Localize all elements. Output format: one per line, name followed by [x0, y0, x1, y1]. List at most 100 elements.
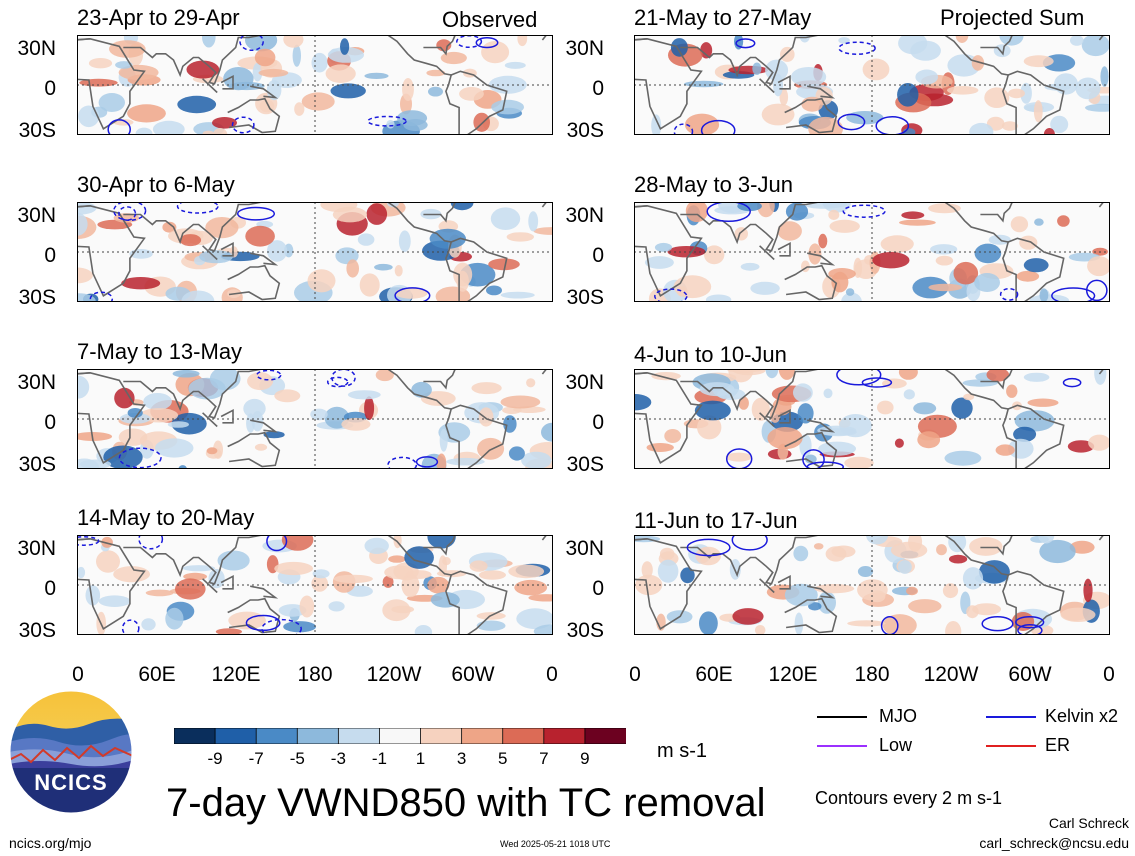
colorbar-swatch: [420, 727, 463, 745]
colorbar-tick-label: -9: [207, 749, 223, 768]
map-panel-6: [634, 202, 1110, 302]
ytick-30s-r3-right: 30S: [566, 453, 604, 476]
ytick-30n-r3-right: 30N: [565, 371, 604, 394]
xtick-120w-left: 120W: [366, 663, 422, 686]
xtick-0-left: 0: [72, 663, 84, 686]
xtick-360-right: 0: [1103, 663, 1115, 686]
colorbar-swatch: [173, 727, 216, 745]
colorbar-swatch: [379, 727, 422, 745]
map-frame: [634, 369, 1110, 469]
map-frame: [77, 369, 553, 469]
legend-mjo-line: [817, 716, 867, 718]
ytick-30n-r1-right: 30N: [565, 37, 604, 60]
ytick-eq-r3-right: 0: [592, 411, 604, 434]
map-frame: [77, 35, 553, 135]
footer-author: Carl Schreck: [1048, 815, 1129, 831]
colorbar: [173, 727, 627, 745]
colorbar-swatch: [214, 727, 258, 745]
legend-mjo-label: MJO: [879, 706, 917, 726]
observed-label: Observed: [442, 7, 538, 32]
map-graphic: [77, 35, 553, 135]
map-frame: [634, 202, 1110, 302]
colorbar-tick-label: 9: [580, 749, 590, 768]
ncics-logo-graphic: [9, 690, 133, 814]
map-frame: [634, 535, 1110, 635]
panel-title-2: 30-Apr to 6-May: [77, 172, 235, 197]
legend: MJO Kelvin x2 Low ER: [815, 706, 1135, 766]
colorbar-swatches: [173, 727, 627, 745]
map-panel-4: [77, 535, 553, 635]
map-graphic: [634, 35, 1110, 135]
ytick-30n-r2: 30N: [17, 204, 56, 227]
colorbar-swatch: [337, 727, 381, 745]
ytick-eq-r2-right: 0: [592, 244, 604, 267]
colorbar-tick-label: 5: [497, 749, 508, 768]
map-graphic: [634, 369, 1110, 469]
xtick-120e-left: 120E: [211, 663, 261, 686]
xtick-60w-left: 60W: [451, 663, 495, 686]
xtick-180-right: 180: [854, 663, 890, 686]
map-panel-8: [634, 535, 1110, 635]
legend-er-label: ER: [1045, 735, 1071, 755]
map-panel-1: [77, 35, 553, 135]
ytick-eq-r3: 0: [44, 411, 56, 434]
ytick-eq-r1: 0: [44, 77, 56, 100]
map-graphic: [77, 535, 553, 635]
panel-title-5: 21-May to 27-May: [634, 5, 812, 30]
colorbar-swatch: [255, 727, 299, 745]
panel-title-1: 23-Apr to 29-Apr: [77, 5, 240, 30]
ytick-eq-r2: 0: [44, 244, 56, 267]
map-panel-5: [634, 35, 1110, 135]
colorbar-tick-label: 7: [539, 749, 549, 768]
ytick-30n-r4: 30N: [17, 537, 56, 560]
footer-email[interactable]: carl_schreck@ncsu.edu: [979, 835, 1129, 851]
panel-title-7: 4-Jun to 10-Jun: [634, 342, 787, 367]
colorbar-swatch: [461, 727, 504, 745]
ytick-eq-r4: 0: [44, 577, 56, 600]
footer-url[interactable]: ncics.org/mjo: [9, 835, 92, 851]
ytick-30n-r3: 30N: [17, 371, 56, 394]
map-panel-3: [77, 369, 553, 469]
xtick-60e-right: 60E: [695, 663, 733, 686]
panel-title-8: 11-Jun to 17-Jun: [634, 508, 798, 533]
legend-low-line: [817, 745, 867, 747]
map-frame: [77, 535, 553, 635]
map-frame: [634, 35, 1110, 135]
ytick-eq-r1-right: 0: [592, 77, 604, 100]
legend-kelvin-label: Kelvin x2: [1045, 706, 1119, 726]
colorbar-tick-label: 1: [415, 749, 426, 768]
legend-kelvin-line: [986, 716, 1036, 718]
map-panel-2: [77, 202, 553, 302]
legend-low-label: Low: [879, 735, 913, 755]
colorbar-units: m s-1: [657, 740, 707, 762]
map-graphic: [77, 202, 553, 302]
ytick-30n-r1: 30N: [17, 37, 56, 60]
ytick-30n-r4-right: 30N: [565, 537, 604, 560]
colorbar-tick-label: -1: [371, 749, 388, 768]
colorbar-swatch: [584, 727, 627, 745]
colorbar-tick-label: -5: [289, 749, 305, 768]
map-frame: [77, 202, 553, 302]
xtick-60e-left: 60E: [138, 663, 176, 686]
map-panel-7: [634, 369, 1110, 469]
colorbar-swatch: [543, 727, 586, 745]
ncics-logo: NCICS: [9, 690, 133, 814]
ytick-30s-r1: 30S: [18, 119, 56, 142]
xtick-180-left: 180: [297, 663, 333, 686]
footer-timestamp: Wed 2025-05-21 1018 UTC: [500, 839, 611, 849]
map-graphic: [634, 535, 1110, 635]
ytick-30s-r1-right: 30S: [566, 119, 604, 142]
panel-title-6: 28-May to 3-Jun: [634, 172, 793, 197]
map-graphic: [634, 202, 1110, 302]
ytick-30s-r2: 30S: [18, 286, 56, 309]
contours-note: Contours every 2 m s-1: [815, 788, 1003, 808]
ytick-30s-r4-right: 30S: [566, 619, 604, 642]
colorbar-tick-label: -3: [330, 749, 346, 768]
colorbar-tick-label: 3: [456, 749, 467, 768]
colorbar-swatch: [296, 727, 340, 745]
xtick-60w-right: 60W: [1008, 663, 1052, 686]
ytick-30s-r4: 30S: [18, 619, 56, 642]
legend-er-line: [986, 745, 1036, 747]
colorbar-swatch: [502, 727, 545, 745]
logo-text: NCICS: [34, 770, 108, 795]
